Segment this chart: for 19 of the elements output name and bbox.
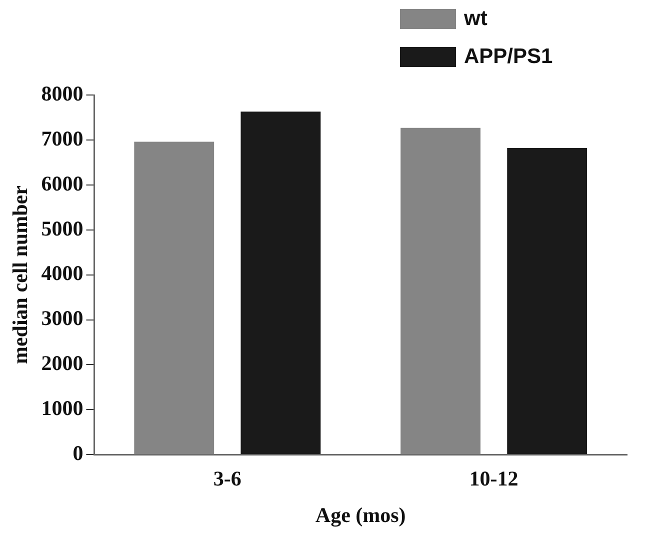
- bar: [240, 112, 321, 454]
- legend-label: APP/PS1: [464, 45, 553, 69]
- bar: [134, 142, 214, 454]
- y-tick-label: 7000: [41, 126, 84, 150]
- y-tick-label: 4000: [41, 261, 84, 286]
- bar: [507, 148, 588, 454]
- y-tick-label: 8000: [41, 81, 84, 106]
- bar: [400, 128, 480, 454]
- x-tick-label: 10-12: [469, 466, 518, 491]
- y-tick-label: 3000: [41, 306, 84, 330]
- y-tick-label: 0: [72, 441, 84, 466]
- y-axis-title: median cell number: [8, 186, 32, 364]
- x-axis-title: Age (mos): [315, 502, 406, 527]
- y-tick-label: 6000: [41, 171, 84, 196]
- x-tick-label: 3-6: [213, 466, 242, 491]
- y-tick-label: 2000: [41, 351, 84, 376]
- legend-label: wt: [464, 7, 488, 31]
- y-tick-label: 5000: [41, 216, 84, 240]
- y-tick-label: 1000: [41, 396, 84, 420]
